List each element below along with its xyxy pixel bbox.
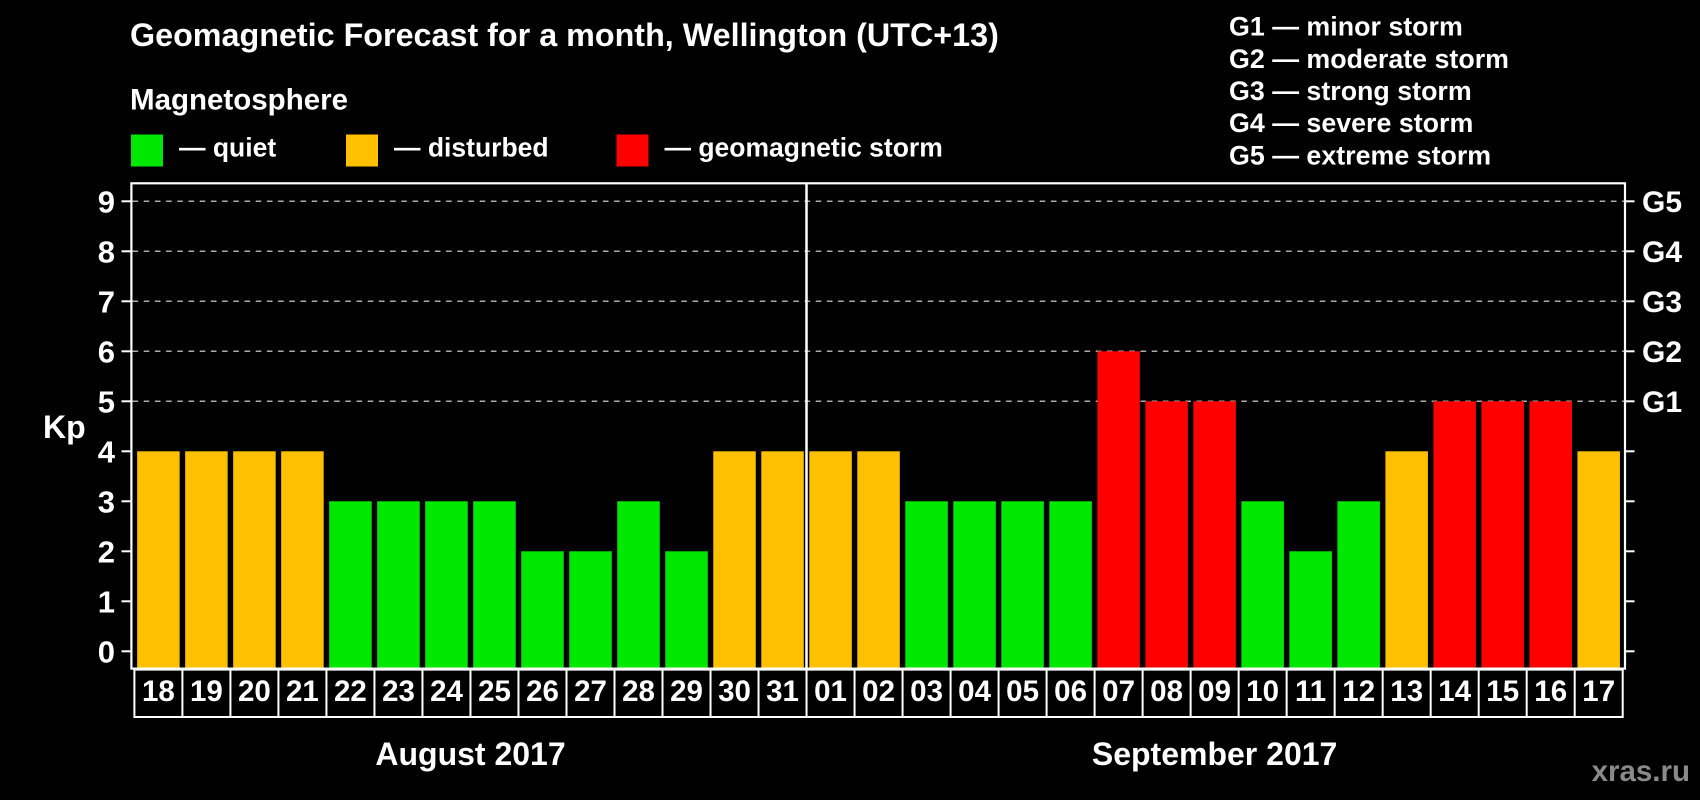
svg-text:25: 25 [478,675,511,708]
svg-text:08: 08 [1150,675,1183,708]
svg-text:G4 — severe storm: G4 — severe storm [1229,108,1473,138]
svg-text:22: 22 [334,675,367,708]
svg-text:— disturbed: — disturbed [394,133,549,163]
svg-text:06: 06 [1054,675,1087,708]
svg-text:17: 17 [1582,675,1615,708]
svg-text:G2: G2 [1642,336,1682,369]
svg-text:31: 31 [766,675,799,708]
svg-text:— geomagnetic storm: — geomagnetic storm [665,133,943,163]
svg-text:G3: G3 [1642,286,1682,319]
svg-text:18: 18 [142,675,175,708]
svg-text:02: 02 [862,675,895,708]
svg-text:20: 20 [238,675,271,708]
svg-text:4: 4 [98,435,116,470]
svg-text:3: 3 [98,485,115,520]
svg-text:26: 26 [526,675,559,708]
svg-text:13: 13 [1390,675,1423,708]
svg-text:6: 6 [98,335,115,370]
svg-text:Magnetosphere: Magnetosphere [130,84,348,117]
svg-text:24: 24 [430,675,463,708]
svg-text:15: 15 [1486,675,1519,708]
svg-text:9: 9 [98,185,115,220]
svg-text:21: 21 [286,675,319,708]
svg-text:August 2017: August 2017 [375,736,565,772]
svg-text:07: 07 [1102,675,1135,708]
svg-text:xras.ru: xras.ru [1592,755,1690,788]
svg-text:Geomagnetic Forecast for a mon: Geomagnetic Forecast for a month, Wellin… [130,17,999,53]
svg-text:29: 29 [670,675,703,708]
svg-text:G2 — moderate storm: G2 — moderate storm [1229,44,1509,74]
svg-text:01: 01 [814,675,847,708]
svg-text:8: 8 [98,235,115,270]
svg-text:19: 19 [190,675,223,708]
svg-text:G4: G4 [1642,236,1682,269]
svg-text:G1 — minor storm: G1 — minor storm [1229,12,1463,42]
svg-text:11: 11 [1295,675,1326,708]
svg-text:G1: G1 [1642,386,1682,419]
svg-text:2: 2 [98,535,115,570]
svg-text:G5 — extreme storm: G5 — extreme storm [1229,140,1491,170]
svg-text:— quiet: — quiet [179,133,276,163]
svg-text:09: 09 [1198,675,1231,708]
svg-text:G3 — strong storm: G3 — strong storm [1229,76,1472,106]
svg-text:12: 12 [1342,675,1375,708]
svg-text:1: 1 [98,585,115,620]
svg-text:5: 5 [98,385,115,420]
svg-text:September 2017: September 2017 [1092,736,1337,772]
svg-text:10: 10 [1246,675,1279,708]
svg-text:Kp: Kp [43,409,86,445]
svg-text:27: 27 [574,675,607,708]
svg-text:7: 7 [98,285,115,320]
svg-text:14: 14 [1438,675,1471,708]
svg-text:16: 16 [1534,675,1567,708]
svg-text:05: 05 [1006,675,1039,708]
svg-text:30: 30 [718,675,751,708]
svg-text:G5: G5 [1642,186,1682,219]
svg-text:28: 28 [622,675,655,708]
svg-text:03: 03 [910,675,943,708]
svg-text:23: 23 [382,675,415,708]
svg-text:04: 04 [958,675,991,708]
svg-text:0: 0 [98,635,115,670]
